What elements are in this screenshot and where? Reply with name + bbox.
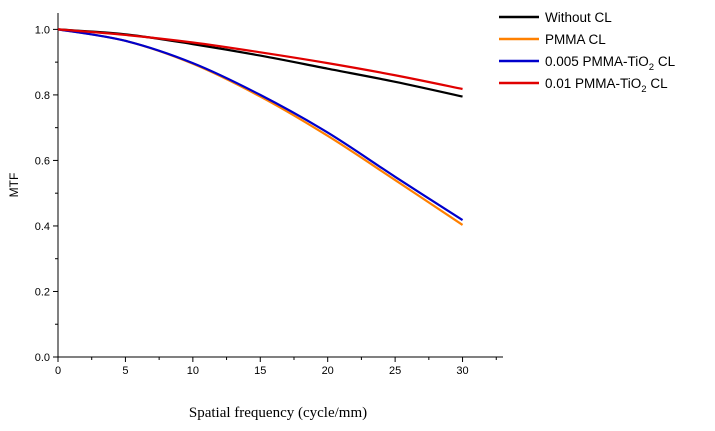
legend-label: 0.005 PMMA-TiO2 CL bbox=[545, 54, 676, 73]
x-tick-label: 10 bbox=[187, 365, 199, 377]
series-lines bbox=[57, 28, 464, 226]
legend-label: Without CL bbox=[545, 10, 612, 25]
axes bbox=[57, 13, 503, 358]
legend-label-tail: CL bbox=[647, 76, 669, 91]
series-line-1 bbox=[57, 28, 464, 226]
series-line-2 bbox=[57, 28, 464, 221]
ticks: 0 5 10 15 20 25 30 0.0 0.2 0.4 0.6 0.8 1.0 bbox=[35, 24, 497, 377]
legend-label: 0.01 PMMA-TiO2 CL bbox=[545, 76, 668, 95]
y-tick-label: 1.0 bbox=[35, 24, 50, 36]
x-tick-label: 15 bbox=[254, 365, 266, 377]
x-tick-label: 0 bbox=[55, 365, 61, 377]
x-tick-label: 25 bbox=[389, 365, 401, 377]
y-tick-label: 0.4 bbox=[35, 221, 50, 233]
legend-label-subscript: 2 bbox=[649, 62, 654, 73]
y-tick-label: 0.8 bbox=[35, 90, 50, 102]
legend-label: PMMA CL bbox=[545, 32, 606, 47]
legend-label-main: 0.01 PMMA-TiO bbox=[545, 76, 641, 91]
y-axis-label: MTF bbox=[7, 173, 21, 198]
legend-label-subscript: 2 bbox=[641, 84, 646, 95]
x-tick-label: 30 bbox=[456, 365, 468, 377]
x-axis-label: Spatial frequency (cycle/mm) bbox=[189, 405, 367, 421]
y-tick-label: 0.0 bbox=[35, 352, 50, 364]
y-tick-label: 0.6 bbox=[35, 155, 50, 167]
legend-label-tail: CL bbox=[654, 54, 676, 69]
series-line-3 bbox=[57, 28, 463, 91]
x-tick-label: 5 bbox=[122, 365, 128, 377]
x-tick-label: 20 bbox=[322, 365, 334, 377]
legend-label-main: 0.005 PMMA-TiO bbox=[545, 54, 649, 69]
y-tick-label: 0.2 bbox=[35, 286, 50, 298]
